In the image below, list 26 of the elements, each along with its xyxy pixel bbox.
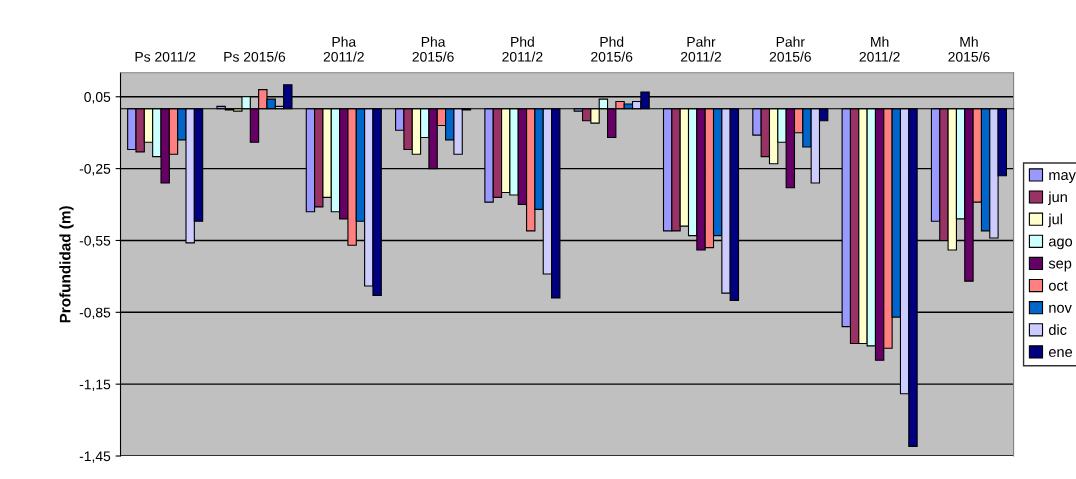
x-tick-label: Pha 2011/2 — [323, 36, 364, 62]
legend-label: dic — [1048, 324, 1067, 335]
x-tick-label: Ps 2015/6 — [224, 51, 286, 62]
legend-label: ene — [1048, 349, 1073, 358]
x-tick-label: Pahr 2015/6 — [769, 36, 811, 62]
legend-label: nov — [1049, 304, 1072, 313]
y-axis-title: Profundidad (m) — [59, 206, 74, 323]
y-tick-label: -0,25 — [79, 163, 111, 176]
x-tick-label: Pahr 2011/2 — [680, 36, 722, 62]
legend-label: may — [1049, 172, 1076, 183]
legend-label: ago — [1048, 238, 1073, 250]
y-tick-label: 0,05 — [84, 92, 111, 104]
x-tick-label: Pha 2015/6 — [412, 36, 454, 62]
y-tick-label: -1,15 — [79, 379, 111, 391]
legend-label: jun — [1048, 191, 1067, 206]
x-tick-label: Mh 2015/6 — [948, 36, 990, 62]
legend-label: sep — [1048, 260, 1072, 272]
y-tick-label: -0,55 — [79, 235, 111, 248]
y-tick-label: -0,85 — [79, 307, 111, 320]
x-tick-label: Mh 2011/2 — [859, 36, 900, 62]
x-tick-label: Phd 2011/2 — [502, 36, 543, 62]
legend-label: jul — [1048, 213, 1062, 228]
legend-label: oct — [1048, 281, 1068, 291]
y-tick-label: -1,45 — [79, 451, 111, 463]
x-tick-label: Phd 2015/6 — [591, 36, 633, 62]
x-tick-label: Ps 2011/2 — [135, 51, 196, 62]
